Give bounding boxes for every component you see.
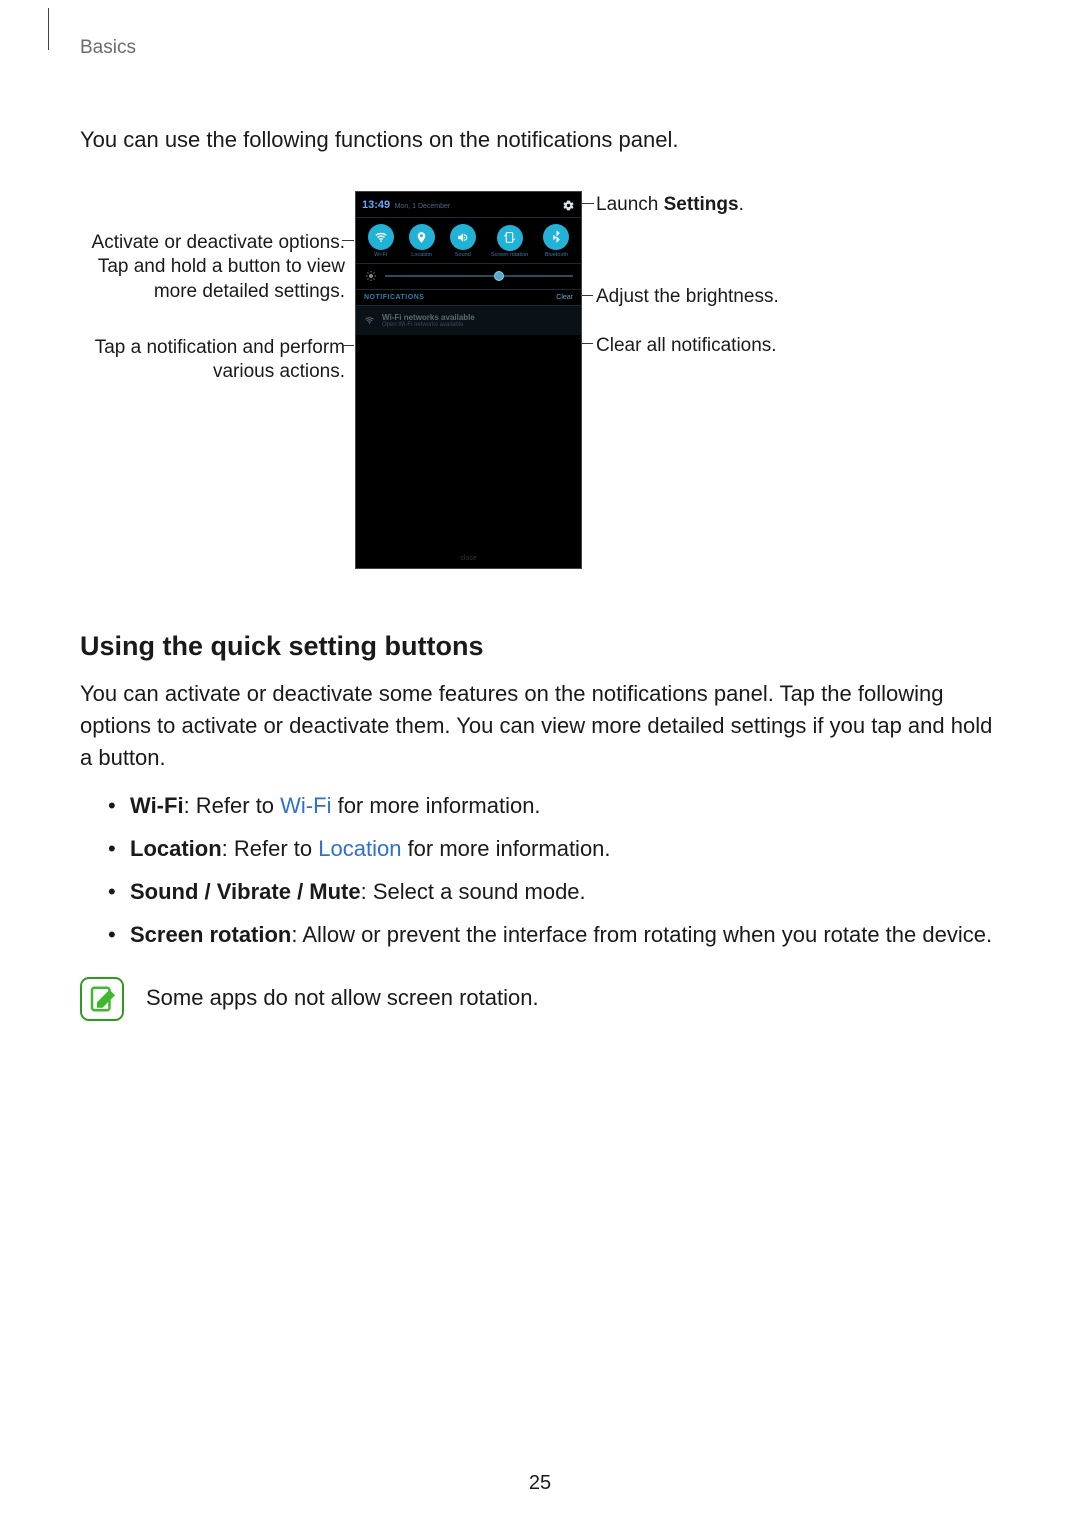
brightness-row: [356, 263, 581, 289]
header-rule: [48, 8, 49, 50]
panel-close[interactable]: close: [356, 555, 581, 562]
feature-name: Screen rotation: [130, 922, 291, 947]
wifi-icon: [374, 230, 388, 244]
feature-name: Wi-Fi: [130, 793, 184, 818]
header-section: Basics: [80, 37, 136, 59]
clear-all-link[interactable]: Clear: [556, 294, 573, 301]
toggle-sound[interactable]: Sound: [450, 224, 476, 258]
quick-toggles-row: Wi-Fi Location Sound Screen rotation: [356, 217, 581, 263]
bluetooth-icon: [550, 231, 563, 244]
feature-name: Sound / Vibrate / Mute: [130, 879, 361, 904]
notif-text: Wi-Fi networks available Open Wi-Fi netw…: [382, 313, 475, 328]
gear-icon: [562, 199, 575, 212]
settings-gear-icon[interactable]: [561, 199, 575, 213]
callout-brightness: Adjust the brightness.: [596, 285, 779, 310]
list-item: Wi-Fi: Refer to Wi-Fi for more informati…: [108, 791, 1005, 822]
toggle-bluetooth[interactable]: Bluetooth: [543, 224, 569, 258]
link-wifi[interactable]: Wi-Fi: [280, 793, 331, 818]
page-number: 25: [0, 1472, 1080, 1495]
phone-mockup: 13:49 Mon, 1 December Wi-Fi Location: [355, 191, 582, 569]
feature-name: Location: [130, 836, 222, 861]
feature-list: Wi-Fi: Refer to Wi-Fi for more informati…: [80, 791, 1005, 950]
toggle-rotation[interactable]: Screen rotation: [491, 225, 528, 259]
notifications-header: NOTIFICATIONS Clear: [356, 289, 581, 305]
feature-text: : Refer to: [222, 836, 319, 861]
status-bar: 13:49 Mon, 1 December: [356, 192, 581, 217]
feature-text: : Allow or prevent the interface from ro…: [291, 922, 992, 947]
note-block: Some apps do not allow screen rotation.: [80, 977, 1005, 1021]
feature-text: : Select a sound mode.: [361, 879, 586, 904]
callout-line: [342, 240, 354, 241]
list-item: Screen rotation: Allow or prevent the in…: [108, 920, 1005, 951]
feature-text: for more information.: [401, 836, 610, 861]
section-heading: Using the quick setting buttons: [80, 631, 1005, 662]
callout-line: [580, 203, 594, 204]
location-icon: [415, 231, 428, 244]
note-icon: [80, 977, 124, 1021]
callout-line: [342, 345, 354, 346]
callout-text: Launch: [596, 194, 664, 215]
list-item: Location: Refer to Location for more inf…: [108, 834, 1005, 865]
callout-text: .: [739, 194, 744, 215]
toggle-label: Screen rotation: [491, 253, 528, 259]
notifications-diagram: Activate or deactivate options. Tap and …: [80, 186, 1005, 601]
toggle-label: Location: [411, 252, 432, 258]
notif-subtitle: Open Wi-Fi networks available: [382, 322, 475, 328]
callout-toggles: Activate or deactivate options. Tap and …: [80, 231, 345, 305]
content: You can use the following functions on t…: [48, 35, 1005, 1021]
toggle-label: Bluetooth: [545, 252, 568, 258]
sound-icon: [456, 231, 469, 244]
callout-bold: Settings: [664, 194, 739, 215]
toggle-location[interactable]: Location: [409, 224, 435, 258]
section-paragraph: You can activate or deactivate some feat…: [80, 678, 1005, 774]
clock-date: Mon, 1 December: [395, 203, 451, 210]
toggle-wifi[interactable]: Wi-Fi: [368, 224, 394, 258]
callout-clear: Clear all notifications.: [596, 334, 777, 359]
page: Basics You can use the following functio…: [0, 0, 1080, 1527]
toggle-label: Wi-Fi: [374, 252, 387, 258]
feature-text: for more information.: [331, 793, 540, 818]
brightness-slider[interactable]: [385, 275, 573, 277]
brightness-icon: [364, 270, 377, 283]
list-item: Sound / Vibrate / Mute: Select a sound m…: [108, 877, 1005, 908]
feature-text: : Refer to: [184, 793, 281, 818]
callout-settings: Launch Settings.: [596, 193, 744, 218]
callout-notification: Tap a notification and perform various a…: [80, 336, 345, 385]
clock-time: 13:49: [362, 199, 390, 211]
notif-title: Wi-Fi networks available: [382, 313, 475, 322]
notif-header-label: NOTIFICATIONS: [364, 294, 424, 301]
intro-text: You can use the following functions on t…: [80, 125, 1005, 156]
wifi-notif-icon: [363, 314, 375, 326]
rotation-icon: [503, 231, 516, 244]
brightness-thumb[interactable]: [494, 271, 504, 281]
status-left: 13:49 Mon, 1 December: [362, 195, 450, 213]
link-location[interactable]: Location: [318, 836, 401, 861]
toggle-label: Sound: [455, 252, 471, 258]
notification-item[interactable]: Wi-Fi networks available Open Wi-Fi netw…: [356, 305, 581, 335]
note-text: Some apps do not allow screen rotation.: [146, 977, 539, 1014]
memo-icon: [87, 984, 117, 1014]
